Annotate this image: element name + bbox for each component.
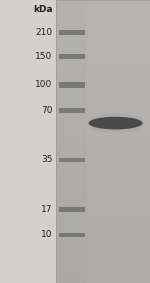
Text: 17: 17 bbox=[41, 205, 52, 214]
Bar bbox=[56, 0, 150, 283]
FancyBboxPatch shape bbox=[58, 207, 85, 212]
FancyBboxPatch shape bbox=[58, 82, 85, 88]
Text: 150: 150 bbox=[35, 52, 52, 61]
Bar bbox=[87, 0, 150, 283]
Bar bbox=[56, 0, 150, 283]
Text: 70: 70 bbox=[41, 106, 52, 115]
FancyBboxPatch shape bbox=[58, 158, 85, 162]
Text: 35: 35 bbox=[41, 155, 52, 164]
Text: kDa: kDa bbox=[33, 5, 52, 14]
Text: 210: 210 bbox=[35, 28, 52, 37]
Ellipse shape bbox=[87, 113, 144, 133]
FancyBboxPatch shape bbox=[58, 108, 85, 113]
Text: 100: 100 bbox=[35, 80, 52, 89]
FancyBboxPatch shape bbox=[58, 233, 85, 237]
FancyBboxPatch shape bbox=[58, 54, 85, 59]
FancyBboxPatch shape bbox=[58, 30, 85, 35]
Bar bbox=[57, 0, 87, 283]
Ellipse shape bbox=[88, 117, 142, 130]
Text: 10: 10 bbox=[41, 230, 52, 239]
